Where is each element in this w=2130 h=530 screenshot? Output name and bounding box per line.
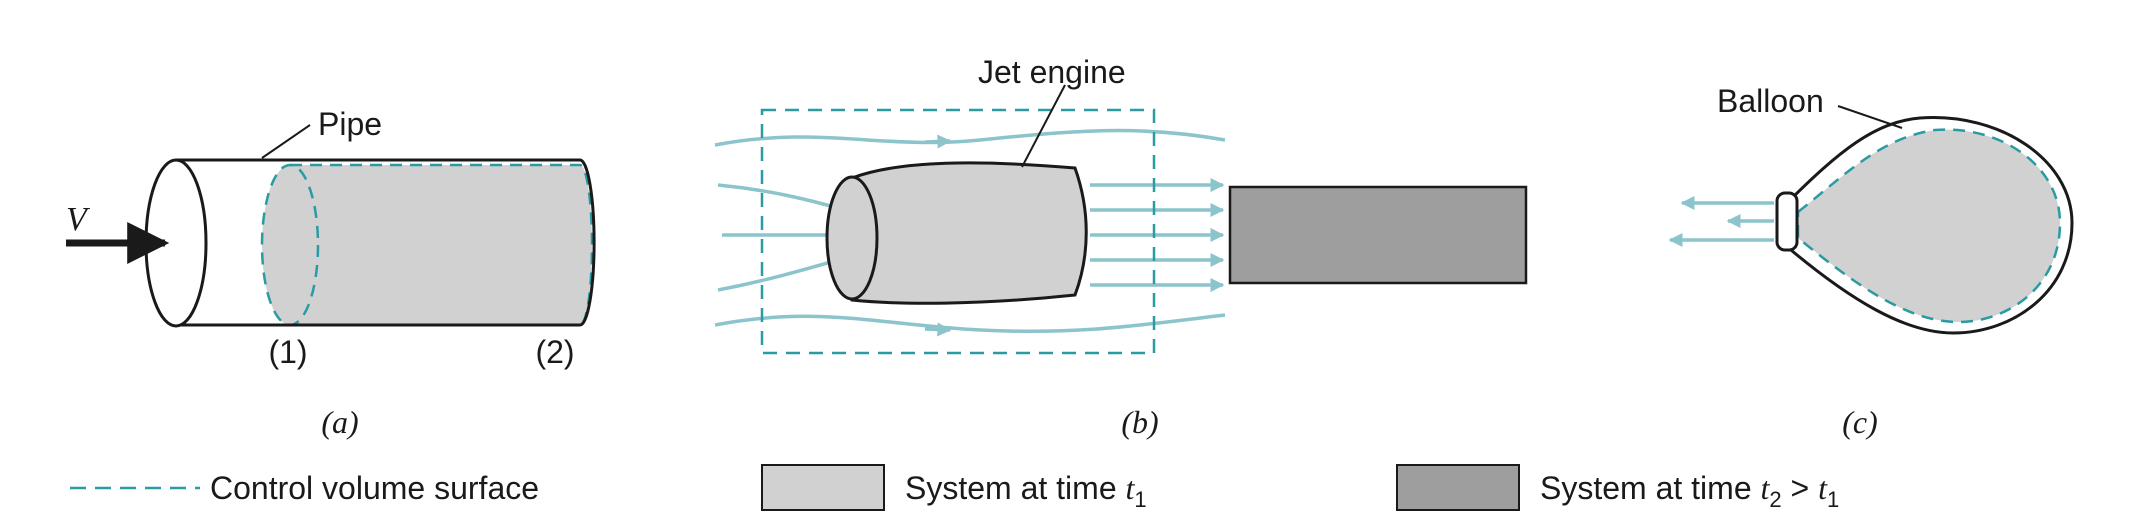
legend-system-t1-swatch [761,464,885,511]
streamline-top [714,128,1226,147]
streamline-bottom-arrow [924,322,952,337]
balloon-nozzle [1775,191,1799,252]
pipe-outlet-edge [579,158,596,327]
jet-engine-inlet [825,175,879,301]
legend-system-t2-sub2: 1 [1827,487,1839,512]
velocity-label: V [66,201,91,238]
legend-system-t1-prefix: System at time [905,470,1126,506]
panel-a: V Pipe (1) (2) (a) [66,106,596,440]
exhaust-system-block [1228,185,1528,285]
legend-system-t2-label: System at time t2 > t1 [1540,470,1839,512]
jet-engine-body [850,161,1088,305]
panel-c-caption: (c) [1842,404,1878,440]
balloon-label: Balloon [1717,83,1824,119]
pipe-system-region [262,165,592,325]
legend-system-t1-label: System at time t1 [905,470,1147,512]
engine-control-volume [760,108,1156,355]
balloon-system-region [1796,128,2062,324]
streamline-top-arrow [924,134,952,149]
jet-engine-label: Jet engine [978,54,1126,90]
legend-system-t1-sub: 1 [1134,487,1146,512]
panel-c: Balloon (c) [1668,83,2074,440]
legend-system-t2-var: t [1761,470,1771,506]
inlet-streamline-1 [717,183,847,214]
legend-system-t2-gt: > [1782,470,1818,506]
legend-system-t1-var: t [1126,470,1136,506]
section-1-label: (1) [268,334,307,370]
legend-system-t2-sub: 2 [1769,487,1781,512]
legend-system-t2-swatch [1396,464,1520,511]
jet-engine-leader-line [1021,84,1066,168]
legend: Control volume surface System at time t1… [70,464,1839,512]
panel-b: Jet engine (b) [714,54,1528,440]
legend-control-volume-label: Control volume surface [210,470,539,506]
panel-b-caption: (b) [1121,404,1158,440]
legend-system-t2-var2: t [1818,470,1828,506]
exhaust-streamlines [1090,178,1225,292]
legend-system-t2-prefix: System at time [1540,470,1761,506]
pipe-leader-line [261,124,311,159]
section-2-label: (2) [535,334,574,370]
streamline-bottom [714,313,1226,334]
pipe-label: Pipe [318,106,382,142]
panel-a-caption: (a) [321,404,358,440]
inlet-streamline-3 [717,254,847,292]
balloon-leader-line [1837,105,1903,129]
